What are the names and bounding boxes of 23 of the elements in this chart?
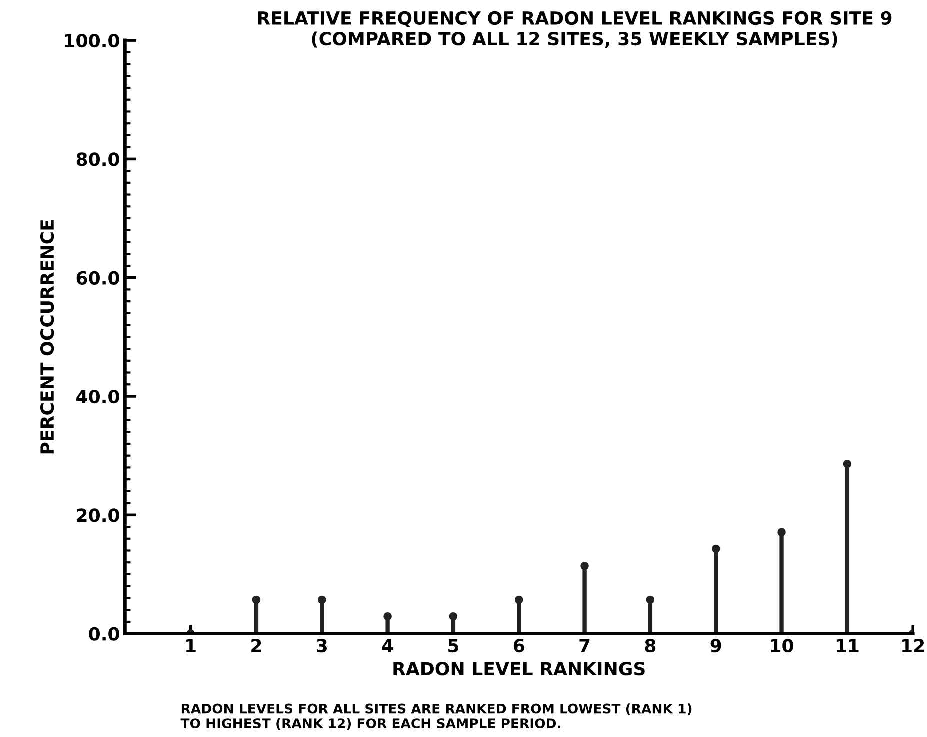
x-tick-label: 5: [448, 639, 458, 653]
y-tick-label: 20.0: [77, 508, 120, 522]
x-tick-label: 6: [514, 639, 524, 653]
text: RADON LEVELS FOR ALL SITES ARE RANKED FROM LOWEST (RANK 1) TO HIGHEST (RANK 12) FOR EACH SAMPLE PERIOD.: [180, 704, 692, 730]
y-tick-label: 100.0: [65, 34, 120, 48]
chart-subtitle: (COMPARED TO ALL 12 SITES, 35 WEEKLY SAMPLES): [312, 32, 838, 48]
x-tick-label: 1: [186, 639, 196, 652]
x-tick-label: 3: [317, 639, 327, 653]
x-tick-label: 11: [836, 639, 859, 652]
x-tick-label: 7: [580, 639, 590, 652]
x-tick-label: 2: [252, 639, 262, 652]
x-axis-title: RADON LEVEL RANKINGS: [394, 662, 645, 676]
y-axis-title: PERCENT OCCURRENCE: [40, 220, 54, 454]
y-tick-label: 0.0: [89, 627, 120, 641]
x-tick-label: 9: [710, 639, 722, 653]
y-tick-label: 40.0: [76, 390, 120, 404]
y-tick-label: 80.0: [76, 152, 120, 166]
x-tick-label: 8: [645, 639, 656, 653]
x-tick-label: 12: [902, 639, 924, 652]
y-tick-label: 60.0: [76, 271, 120, 285]
x-tick-label: 10: [771, 639, 794, 653]
chart-title: RELATIVE FREQUENCY OF RADON LEVEL RANKINGS FOR SITE 9: [258, 11, 892, 28]
x-tick-label: 4: [382, 639, 394, 652]
